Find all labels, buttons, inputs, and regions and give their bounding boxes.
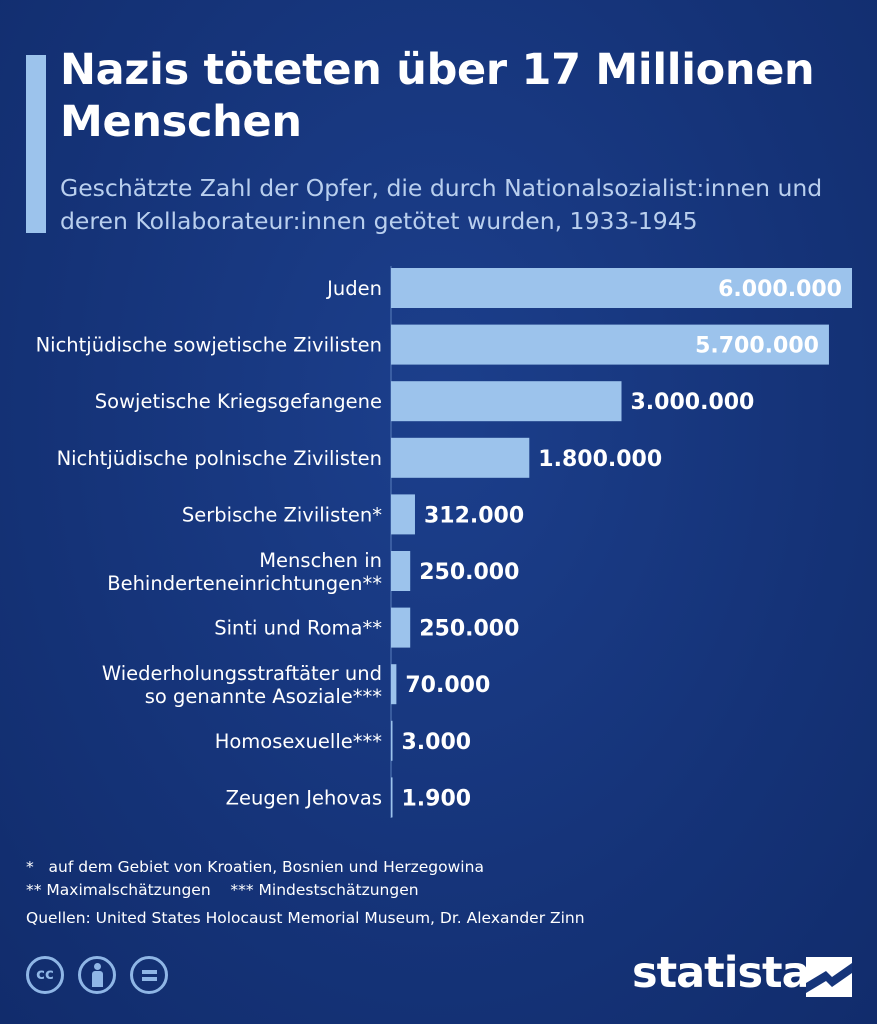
category-label: Menschen in Behinderteneinrichtungen** [107,549,382,595]
by-icon[interactable] [78,956,117,994]
chart-title: Nazis töteten über 17 Millionen Menschen [60,45,815,147]
bar [391,324,829,365]
category-label: Sowjetische Kriegsgefangene [95,390,382,413]
bar [391,551,411,591]
category-label: Homosexuelle*** [215,730,383,753]
bar [391,720,393,761]
category-label: Zeugen Jehovas [226,786,382,809]
value-label: 1.800.000 [538,447,662,472]
chart-subtitle: Geschätzte Zahl der Opfer, die durch Nat… [60,174,823,235]
value-label: 6.000.000 [718,277,842,302]
footnote-estimates: ** Maximalschätzungen *** Mindestschätzu… [26,881,419,899]
footnote-croatia: * auf dem Gebiet von Kroatien, Bosnien u… [26,858,484,876]
category-label: Juden [325,277,382,300]
value-label: 1.900 [402,786,472,811]
nd-icon[interactable] [130,956,169,994]
title-accent-bar [26,55,46,233]
bar [391,494,415,535]
sources: Quellen: United States Holocaust Memoria… [26,909,585,927]
category-label: Nichtjüdische polnische Zivilisten [57,447,382,470]
brand-logo-text[interactable]: statista [632,948,811,998]
statista-logo-icon [806,957,852,997]
category-label: Nichtjüdische sowjetische Zivilisten [36,334,382,357]
license-icons: cc [26,956,177,994]
value-label: 312.000 [424,503,524,528]
bar [391,607,411,648]
bar-chart: Juden 6.000.000 Nichtjüdische sowjetische … [36,266,852,818]
bar [391,268,852,308]
bar [391,777,393,818]
category-label: Sinti und Roma** [214,617,382,640]
bar [391,381,622,422]
value-label: 250.000 [419,560,519,585]
footnotes: * auf dem Gebiet von Kroatien, Bosnien u… [26,856,846,930]
value-label: 5.700.000 [695,334,819,359]
category-label: Serbische Zivilisten* [182,503,382,526]
value-label: 3.000 [402,730,472,755]
category-label: Wiederholungsstraftäter und so genannte A… [102,662,382,708]
bar [391,437,530,478]
bar [391,664,397,705]
value-label: 250.000 [419,617,519,642]
cc-icon[interactable]: cc [26,956,64,994]
value-label: 3.000.000 [631,390,755,415]
value-label: 70.000 [405,673,490,698]
